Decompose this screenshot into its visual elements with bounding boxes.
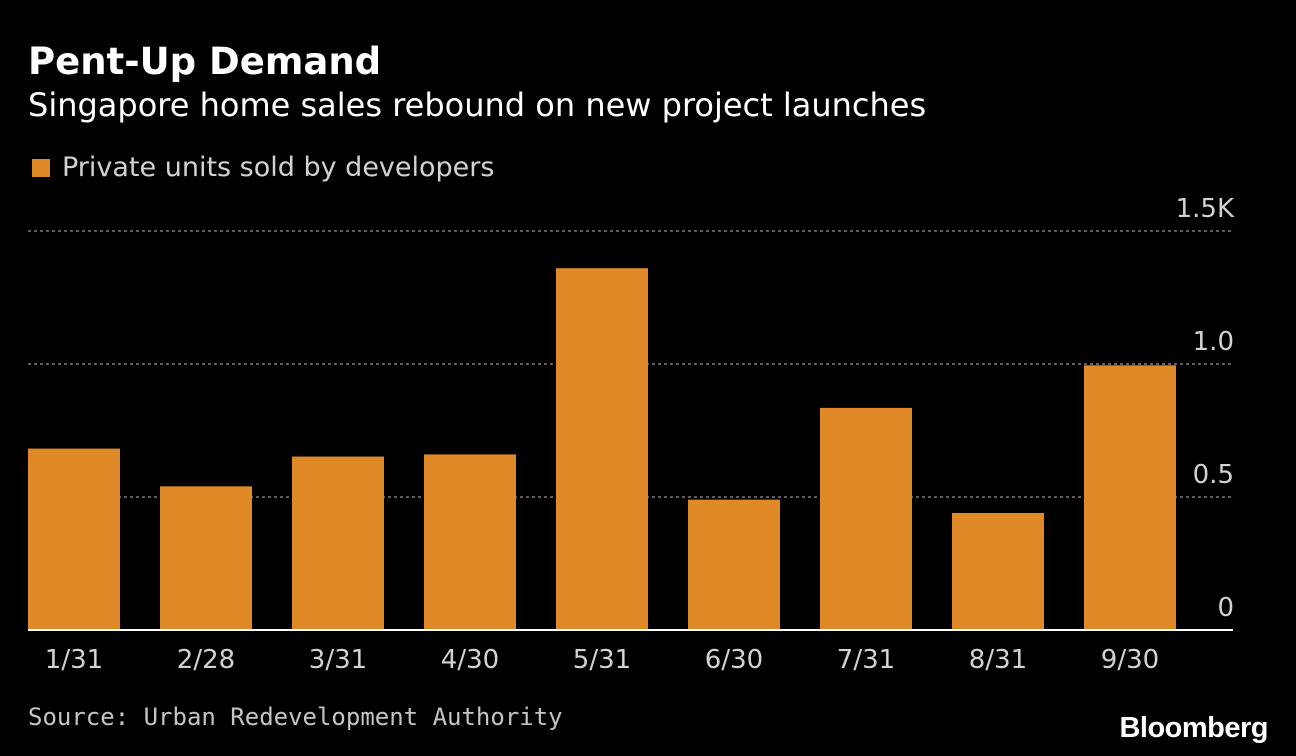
x-tick-label: 1/31 (45, 645, 103, 675)
x-tick-label: 4/30 (441, 645, 499, 675)
bar (688, 499, 780, 630)
bar (820, 407, 912, 630)
x-tick-label: 7/31 (837, 645, 895, 675)
x-tick-label: 9/30 (1101, 645, 1159, 675)
chart-title: Pent-Up Demand (28, 40, 382, 83)
x-tick-labels: 1/31 2/28 3/31 4/30 5/31 6/30 7/31 8/31 9/30 (45, 645, 1159, 675)
source-note: Source: Urban Redevelopment Authority (28, 703, 563, 731)
bar (292, 456, 384, 630)
legend-swatch (32, 158, 50, 177)
x-tick-label: 3/31 (309, 645, 367, 675)
x-tick-label: 6/30 (705, 645, 763, 675)
bar (424, 454, 516, 630)
bar (952, 512, 1044, 630)
legend-label: Private units sold by developers (62, 152, 495, 183)
bar (28, 448, 120, 630)
bar (556, 268, 648, 630)
y-tick-labels: 0 0.5 1.0 1.5K (1176, 194, 1235, 623)
x-tick-label: 5/31 (573, 645, 631, 675)
y-tick-label: 0 (1217, 593, 1234, 623)
bars (28, 268, 1176, 630)
bloomberg-logo: Bloomberg (1119, 712, 1268, 744)
x-tick-label: 2/28 (177, 645, 235, 675)
bar (1084, 365, 1176, 630)
y-tick-label: 1.5K (1176, 194, 1235, 224)
x-tick-label: 8/31 (969, 645, 1027, 675)
bar (160, 486, 252, 630)
y-tick-label: 1.0 (1193, 327, 1234, 357)
legend: Private units sold by developers (32, 152, 494, 183)
chart-subtitle: Singapore home sales rebound on new proj… (28, 86, 927, 124)
y-tick-label: 0.5 (1193, 460, 1234, 490)
